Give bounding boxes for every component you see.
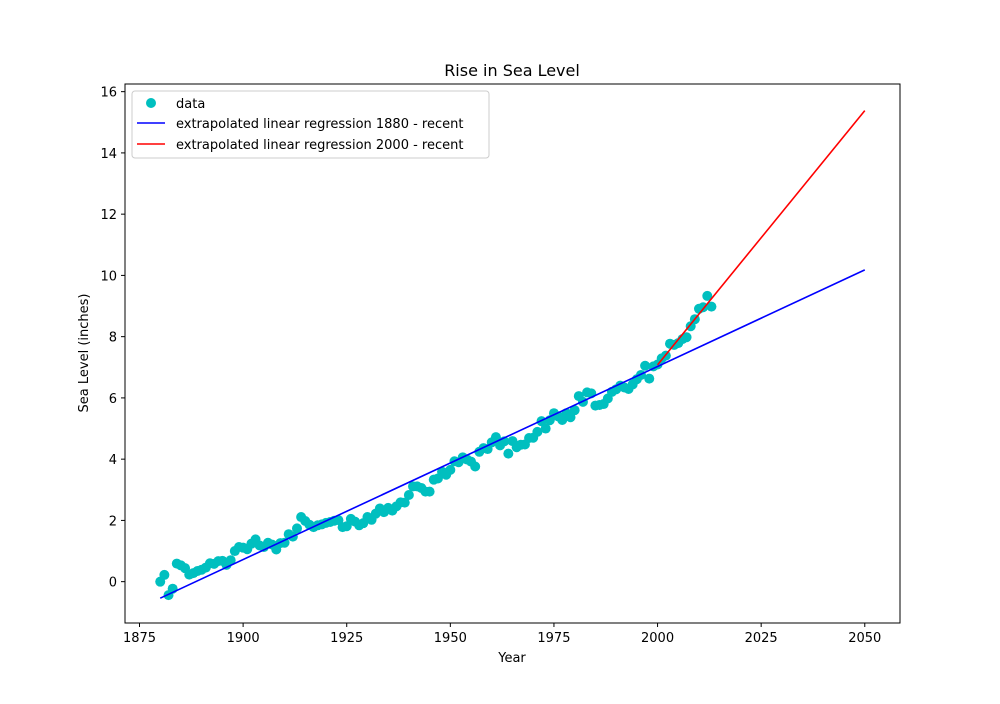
data-point (706, 301, 717, 312)
y-axis: 0 2 4 6 8 10 12 14 16 (100, 86, 125, 591)
data-point (569, 405, 580, 416)
y-tick-label: 10 (100, 269, 117, 284)
x-axis: 1875 1900 1925 1950 1975 2000 2025 2050 (123, 623, 881, 646)
plot-frame (125, 84, 900, 623)
chart-title: Rise in Sea Level (444, 61, 580, 80)
data-point (279, 537, 290, 548)
y-tick-label: 6 (109, 392, 117, 407)
data-point (490, 432, 501, 443)
x-tick-label: 1975 (537, 631, 570, 646)
chart-marks (155, 110, 866, 601)
data-point (681, 332, 692, 343)
legend-box (131, 90, 490, 159)
data-point (399, 497, 410, 508)
data-point (644, 373, 655, 384)
data-point (403, 489, 414, 500)
data-point (341, 521, 352, 532)
plot-border (124, 83, 901, 624)
legend-label-regression-1880: extrapolated linear regression 1880 - re… (176, 117, 463, 132)
x-tick-label: 1950 (434, 631, 467, 646)
x-tick-label: 2050 (848, 631, 881, 646)
legend-label-data: data (176, 97, 205, 112)
y-tick-label: 16 (100, 86, 117, 101)
data-point (540, 423, 551, 434)
x-tick-label: 2025 (745, 631, 778, 646)
y-tick-label: 4 (109, 453, 117, 468)
x-tick-label: 1900 (227, 631, 260, 646)
data-point (225, 555, 236, 566)
data-point (532, 426, 543, 437)
y-axis-label: Sea Level (inches) (77, 294, 92, 413)
y-tick-label: 2 (109, 514, 117, 529)
plot-area (125, 84, 900, 623)
data-point (702, 290, 713, 301)
legend-label-regression-2000: extrapolated linear regression 2000 - re… (176, 138, 463, 153)
y-tick-label: 14 (100, 147, 117, 162)
data-point (640, 360, 651, 371)
data-point (424, 486, 435, 497)
data-point (470, 461, 481, 472)
x-tick-label: 1925 (330, 631, 363, 646)
data-point (159, 569, 170, 580)
y-tick-label: 8 (109, 331, 117, 346)
legend: data extrapolated linear regression 1880… (131, 90, 490, 159)
data-point (445, 464, 456, 475)
x-tick-label: 2000 (641, 631, 674, 646)
x-axis-label: Year (497, 651, 526, 666)
y-tick-label: 12 (100, 208, 117, 223)
x-tick-label: 1875 (123, 631, 156, 646)
data-point (291, 523, 302, 534)
legend-marker-data (146, 98, 156, 108)
y-tick-label: 0 (109, 576, 117, 591)
regression-line-2000 (656, 110, 866, 366)
regression-line-1880 (159, 269, 866, 599)
data-point (503, 448, 514, 459)
